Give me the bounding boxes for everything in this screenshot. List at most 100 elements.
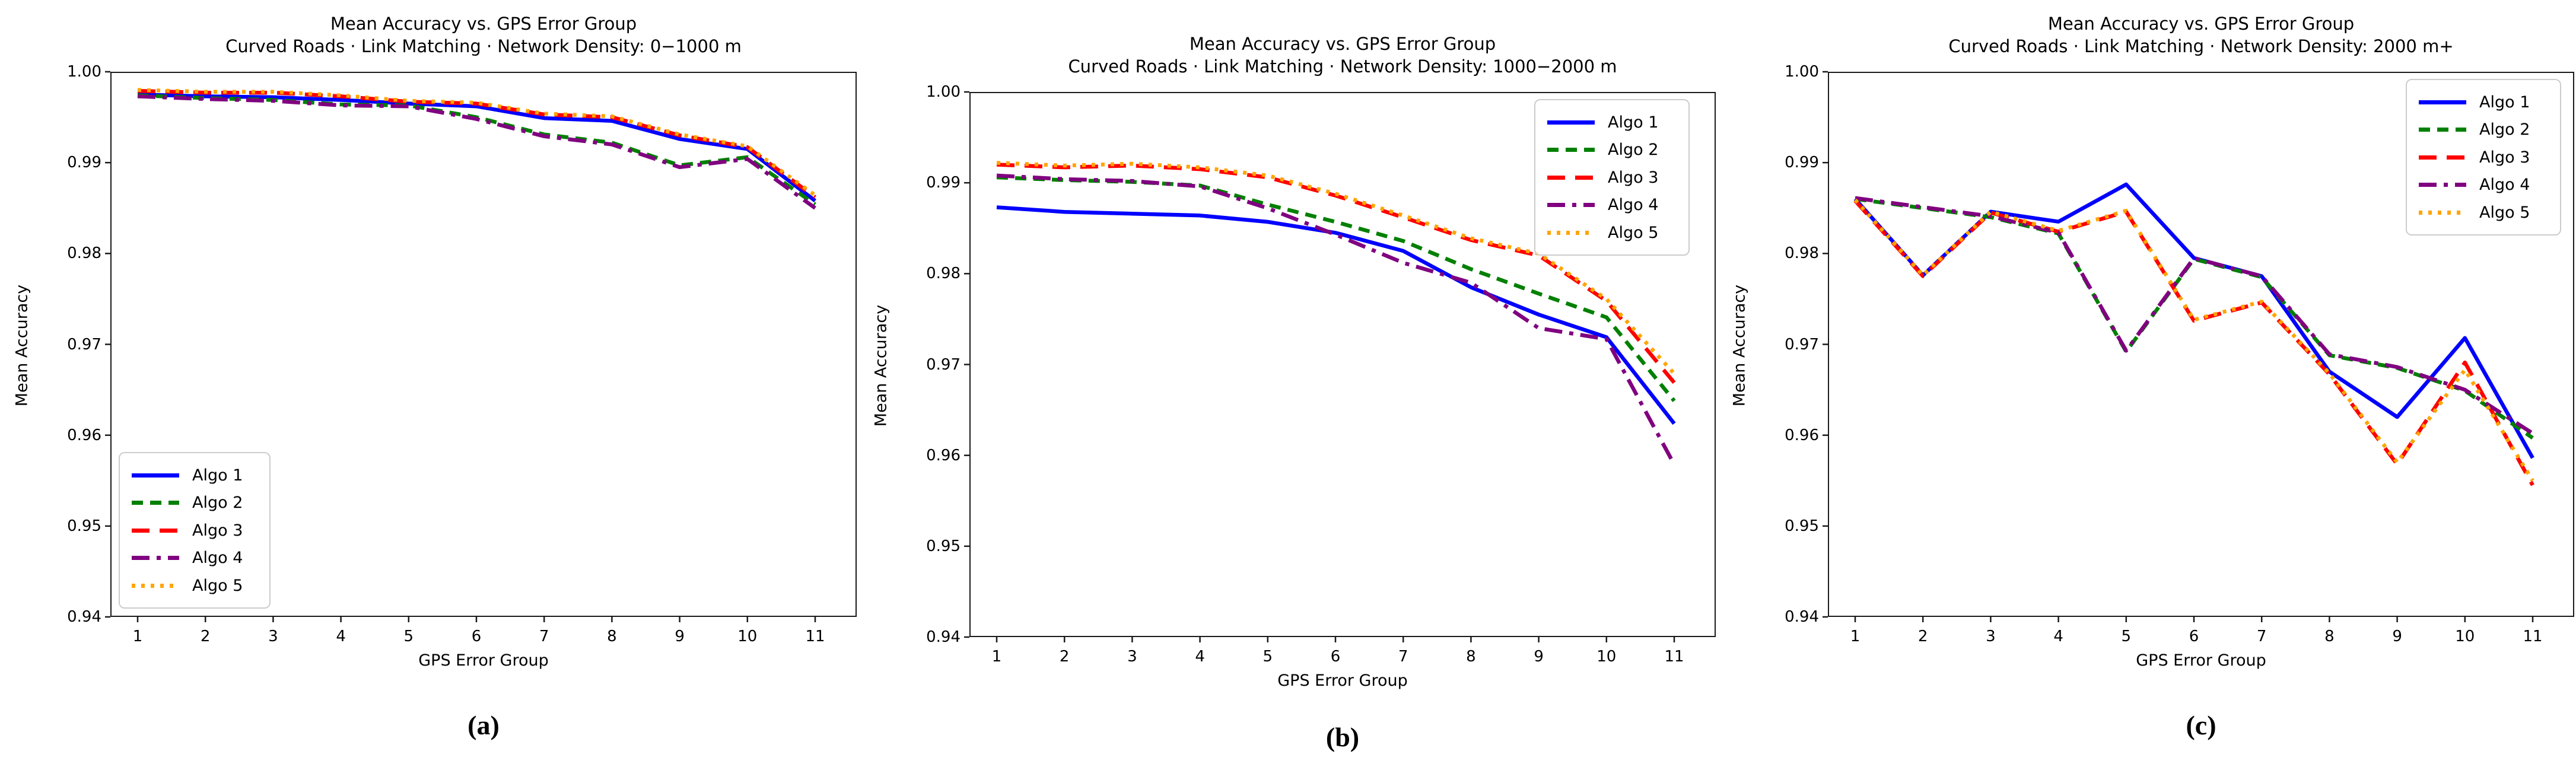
y-tick-label: 0.95 bbox=[926, 537, 961, 555]
series-line-algo-2 bbox=[137, 93, 816, 206]
subplot-c: Mean Accuracy vs. GPS Error Group Curved… bbox=[1718, 0, 2576, 783]
legend-item-algo-5: Algo 5 bbox=[132, 572, 257, 599]
chart-title: Mean Accuracy vs. GPS Error Group bbox=[1189, 34, 1496, 54]
x-tick-label: 6 bbox=[1330, 648, 1341, 666]
legend-label: Algo 1 bbox=[192, 466, 243, 485]
legend-item-algo-5: Algo 5 bbox=[1547, 219, 1677, 246]
legend-label: Algo 5 bbox=[192, 576, 243, 595]
chart-title: Mean Accuracy vs. GPS Error Group bbox=[330, 14, 637, 34]
legend-item-algo-4: Algo 4 bbox=[132, 545, 257, 572]
x-tick-label: 2 bbox=[1917, 628, 1928, 645]
y-tick-label: 0.94 bbox=[67, 608, 101, 626]
x-tick-label: 2 bbox=[200, 628, 211, 645]
x-tick-label: 11 bbox=[805, 628, 825, 645]
x-tick-label: 4 bbox=[2053, 628, 2063, 645]
series-line-algo-4 bbox=[996, 173, 1676, 466]
subplot-a: Mean Accuracy vs. GPS Error Group Curved… bbox=[0, 0, 858, 783]
x-tick-label: 11 bbox=[2523, 628, 2543, 645]
x-tick-label: 10 bbox=[2455, 628, 2475, 645]
legend-line-sample bbox=[2419, 155, 2466, 160]
legend-line-sample bbox=[1547, 148, 1595, 152]
line-chart bbox=[1823, 71, 2534, 622]
x-tick-label: 3 bbox=[1127, 648, 1137, 666]
subplot-caption: (b) bbox=[1325, 722, 1360, 752]
y-tick-label: 0.99 bbox=[926, 174, 961, 192]
x-tick-label: 11 bbox=[1664, 648, 1684, 666]
legend-item-algo-1: Algo 1 bbox=[1547, 109, 1677, 136]
legend: Algo 1 Algo 2 Algo 3 Algo 4 Algo 5 bbox=[1534, 99, 1690, 256]
legend-label: Algo 4 bbox=[2479, 176, 2530, 194]
legend-item-algo-2: Algo 2 bbox=[132, 489, 257, 517]
x-tick-label: 10 bbox=[737, 628, 758, 645]
legend-line-sample bbox=[132, 473, 179, 478]
legend-label: Algo 2 bbox=[192, 494, 243, 512]
y-axis-label: Mean Accuracy bbox=[12, 284, 31, 407]
legend-line-sample bbox=[1547, 230, 1595, 235]
legend: Algo 1 Algo 2 Algo 3 Algo 4 Algo 5 bbox=[2406, 79, 2561, 235]
x-tick-label: 4 bbox=[1195, 648, 1205, 666]
series-line-algo-5 bbox=[1853, 198, 2534, 482]
y-tick-label: 0.97 bbox=[926, 355, 961, 374]
legend-label: Algo 3 bbox=[2479, 148, 2530, 167]
x-tick-label: 6 bbox=[471, 628, 482, 645]
legend-item-algo-3: Algo 3 bbox=[132, 517, 257, 544]
x-tick-label: 7 bbox=[1398, 648, 1408, 666]
legend-line-sample bbox=[1547, 120, 1595, 125]
legend-item-algo-3: Algo 3 bbox=[2419, 144, 2548, 171]
legend-item-algo-1: Algo 1 bbox=[2419, 88, 2548, 116]
chart-subtitle: Curved Roads · Link Matching · Network D… bbox=[225, 36, 742, 56]
y-tick-label: 0.95 bbox=[67, 517, 101, 535]
y-tick-label: 0.96 bbox=[67, 426, 101, 444]
legend-line-sample bbox=[2419, 183, 2466, 187]
x-axis-label: GPS Error Group bbox=[418, 651, 549, 670]
legend-line-sample bbox=[132, 556, 179, 560]
x-tick-label: 9 bbox=[1534, 648, 1544, 666]
y-tick-label: 0.98 bbox=[1785, 244, 1819, 263]
legend-label: Algo 4 bbox=[192, 549, 243, 567]
y-tick-label: 0.94 bbox=[1785, 608, 1819, 626]
legend-item-algo-2: Algo 2 bbox=[1547, 136, 1677, 164]
x-tick-label: 1 bbox=[991, 648, 1002, 666]
legend-line-sample bbox=[2419, 128, 2466, 132]
series-line-algo-1 bbox=[137, 93, 816, 203]
legend-line-sample bbox=[132, 583, 179, 588]
legend-line-sample bbox=[2419, 100, 2466, 104]
legend-line-sample bbox=[1547, 203, 1595, 207]
series-line-algo-4 bbox=[1855, 196, 2534, 435]
x-tick-label: 1 bbox=[1850, 628, 1861, 645]
x-tick-label: 8 bbox=[607, 628, 617, 645]
series-line-algo-1 bbox=[996, 205, 1676, 425]
legend-label: Algo 3 bbox=[192, 521, 243, 540]
x-tick-label: 4 bbox=[336, 628, 346, 645]
legend-label: Algo 2 bbox=[1608, 141, 1659, 159]
x-tick-label: 6 bbox=[2189, 628, 2199, 645]
x-tick-label: 9 bbox=[2392, 628, 2402, 645]
x-tick-label: 8 bbox=[1466, 648, 1476, 666]
x-axis-label: GPS Error Group bbox=[1277, 671, 1408, 690]
series-line-algo-4 bbox=[137, 94, 816, 210]
chart-title: Mean Accuracy vs. GPS Error Group bbox=[2047, 14, 2355, 34]
x-tick-label: 2 bbox=[1059, 648, 1070, 666]
legend-item-algo-5: Algo 5 bbox=[2419, 199, 2548, 226]
legend-label: Algo 4 bbox=[1608, 196, 1659, 214]
legend: Algo 1 Algo 2 Algo 3 Algo 4 Algo 5 bbox=[119, 452, 271, 609]
y-tick-label: 0.97 bbox=[67, 335, 101, 354]
legend-item-algo-4: Algo 4 bbox=[1547, 192, 1677, 219]
y-tick-label: 0.95 bbox=[1785, 517, 1819, 535]
x-tick-label: 3 bbox=[268, 628, 278, 645]
legend-item-algo-2: Algo 2 bbox=[2419, 116, 2548, 144]
legend-label: Algo 1 bbox=[2479, 93, 2530, 112]
x-tick-label: 5 bbox=[2121, 628, 2132, 645]
y-tick-label: 0.99 bbox=[67, 154, 101, 172]
y-tick-label: 0.98 bbox=[926, 265, 961, 283]
legend-item-algo-1: Algo 1 bbox=[132, 461, 257, 489]
series-line-algo-5 bbox=[996, 161, 1676, 375]
legend-line-sample bbox=[132, 528, 179, 533]
y-tick-label: 0.94 bbox=[926, 628, 961, 646]
y-tick-label: 0.96 bbox=[926, 446, 961, 464]
y-tick-label: 1.00 bbox=[926, 83, 961, 101]
legend-line-sample bbox=[2419, 210, 2466, 215]
y-tick-label: 0.97 bbox=[1785, 335, 1819, 354]
chart-subtitle: Curved Roads · Link Matching · Network D… bbox=[1068, 56, 1617, 77]
